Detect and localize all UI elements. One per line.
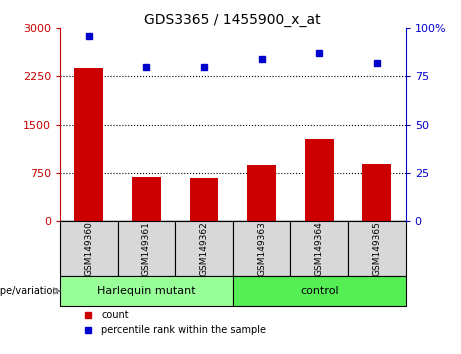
- Bar: [60, 221, 118, 276]
- Text: percentile rank within the sample: percentile rank within the sample: [101, 325, 266, 335]
- Bar: [132, 177, 161, 221]
- Text: GSM149365: GSM149365: [372, 221, 381, 276]
- Bar: [118, 221, 175, 276]
- Bar: [247, 165, 276, 221]
- Bar: [74, 68, 103, 221]
- Text: Harlequin mutant: Harlequin mutant: [97, 286, 195, 296]
- Bar: [189, 178, 219, 221]
- Bar: [233, 221, 290, 276]
- Text: genotype/variation: genotype/variation: [0, 286, 59, 296]
- Text: count: count: [101, 309, 129, 320]
- Text: GSM149361: GSM149361: [142, 221, 151, 276]
- Bar: [362, 164, 391, 221]
- Text: GSM149360: GSM149360: [84, 221, 93, 276]
- Text: GSM149364: GSM149364: [315, 221, 324, 276]
- Bar: [175, 221, 233, 276]
- Bar: [348, 221, 406, 276]
- Bar: [233, 276, 406, 306]
- Text: GSM149362: GSM149362: [200, 221, 208, 276]
- Bar: [290, 221, 348, 276]
- Bar: [60, 276, 233, 306]
- Text: GSM149363: GSM149363: [257, 221, 266, 276]
- Bar: [305, 139, 334, 221]
- Title: GDS3365 / 1455900_x_at: GDS3365 / 1455900_x_at: [144, 13, 321, 27]
- Text: control: control: [300, 286, 338, 296]
